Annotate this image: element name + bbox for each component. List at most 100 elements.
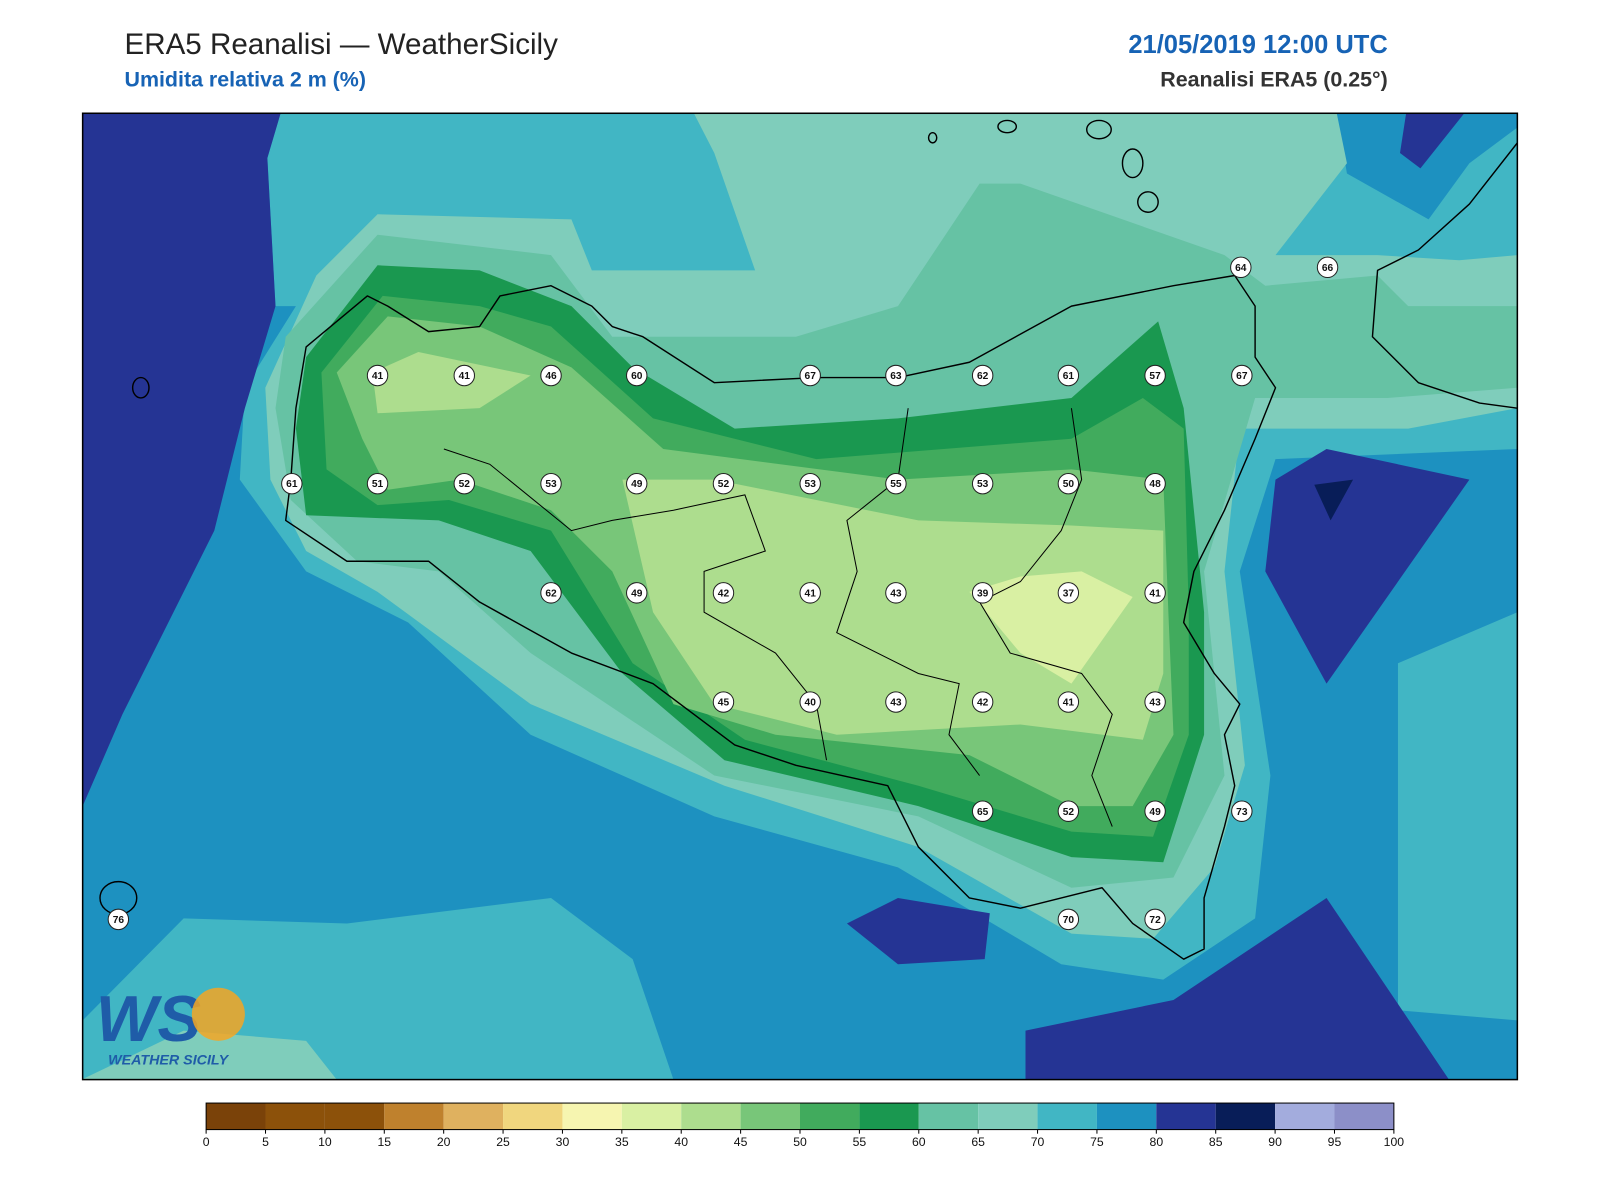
- colorbar-bin: [1334, 1103, 1394, 1130]
- station-marker: [540, 472, 562, 495]
- colorbar-tick-label: 15: [377, 1135, 391, 1149]
- station-marker: [1231, 364, 1253, 387]
- station-value: 41: [372, 371, 384, 382]
- station-marker: [712, 472, 735, 495]
- station: 61: [1057, 364, 1080, 387]
- contour: [1400, 113, 1465, 169]
- colorbar-bin: [859, 1103, 919, 1130]
- station: 57: [1144, 364, 1166, 387]
- station: 51: [366, 472, 389, 495]
- station: 53: [540, 472, 562, 495]
- station-marker: [1144, 364, 1166, 387]
- station-marker: [540, 364, 562, 387]
- station: 43: [1144, 691, 1166, 713]
- station: 49: [626, 472, 648, 495]
- station: 53: [971, 472, 994, 495]
- colorbar-bin: [265, 1103, 325, 1130]
- station-value: 53: [977, 479, 989, 490]
- station-value: 45: [718, 698, 730, 709]
- colorbar-tick-label: 10: [318, 1135, 332, 1149]
- station-value: 70: [1063, 915, 1075, 926]
- station: 42: [971, 691, 994, 713]
- colorbar-tick-label: 45: [734, 1135, 748, 1149]
- station-marker: [799, 472, 821, 495]
- logo-mark: WS: [96, 982, 201, 1055]
- station: 55: [885, 472, 907, 495]
- station-value: 76: [113, 915, 125, 926]
- station-value: 60: [631, 371, 643, 382]
- island: [1121, 148, 1144, 179]
- colorbar-bin: [978, 1103, 1038, 1130]
- colorbar-bin: [800, 1103, 860, 1130]
- island: [131, 376, 150, 399]
- station-value: 53: [805, 479, 817, 490]
- title: ERA5 Reanalisi — WeatherSicily: [124, 28, 558, 61]
- station: 67: [799, 364, 821, 387]
- datetime: 21/05/2019 12:00 UTC: [1128, 31, 1387, 59]
- station: 37: [1057, 582, 1080, 604]
- colorbar-bin: [1037, 1103, 1097, 1130]
- station: 46: [540, 364, 562, 387]
- colorbar-bin: [324, 1103, 385, 1130]
- station-value: 72: [1149, 915, 1161, 926]
- station-marker: [1230, 256, 1252, 279]
- coastline: [1371, 142, 1518, 409]
- station-value: 41: [459, 371, 471, 382]
- colorbar-bin: [443, 1103, 504, 1130]
- contour: [82, 1030, 337, 1080]
- station-value: 50: [1063, 479, 1075, 490]
- colorbar-bin: [1275, 1103, 1335, 1130]
- colorbar-tick-label: 30: [556, 1135, 570, 1149]
- colorbar-tick-label: 25: [496, 1135, 510, 1149]
- colorbar-tick-label: 55: [853, 1135, 867, 1149]
- station: 41: [1057, 691, 1080, 713]
- station-marker: [971, 472, 994, 495]
- station: 53: [799, 472, 821, 495]
- station-value: 49: [631, 588, 643, 599]
- station: 52: [1057, 800, 1080, 822]
- station-marker: [453, 364, 475, 387]
- station-value: 48: [1149, 479, 1161, 490]
- station: 60: [626, 364, 648, 387]
- source: Reanalisi ERA5 (0.25°): [1160, 68, 1387, 92]
- station: 72: [1144, 908, 1166, 931]
- station: 70: [1057, 908, 1080, 931]
- station-value: 67: [805, 371, 817, 382]
- station-marker: [1144, 582, 1166, 604]
- station: 43: [885, 582, 907, 604]
- station-value: 55: [890, 479, 902, 490]
- station-value: 67: [1236, 371, 1248, 382]
- station: 49: [1144, 800, 1166, 822]
- station-marker: [626, 582, 648, 604]
- station-value: 61: [1063, 371, 1075, 382]
- station-marker: [366, 472, 389, 495]
- station-marker: [1144, 472, 1166, 495]
- station-marker: [1144, 691, 1166, 713]
- station: 76: [107, 908, 130, 931]
- station-marker: [1231, 800, 1253, 822]
- station-value: 52: [459, 479, 471, 490]
- contour: [969, 571, 1133, 684]
- station: 66: [1316, 256, 1339, 279]
- colorbar: 0 5 10 15 20 25 30 35 40 45 50 55 60 65 70 75 80 85 90 95 10…: [203, 1102, 1405, 1149]
- station: 41: [453, 364, 475, 387]
- colorbar-tick-label: 65: [971, 1135, 985, 1149]
- station-marker: [799, 691, 821, 713]
- colorbar-tick-label: 20: [437, 1135, 451, 1149]
- station-marker: [885, 364, 907, 387]
- station: 41: [799, 582, 821, 604]
- province-border: [978, 408, 1113, 827]
- colorbar-bin: [1096, 1103, 1157, 1130]
- station-value: 65: [977, 807, 989, 818]
- station-marker: [1316, 256, 1339, 279]
- station-marker: [971, 582, 994, 604]
- province-border: [836, 408, 980, 776]
- station: 52: [712, 472, 735, 495]
- logo: WS WEATHER SICILY: [96, 982, 245, 1068]
- station-value: 53: [545, 479, 557, 490]
- colorbar-bin: [621, 1103, 682, 1130]
- colorbar-tick-label: 100: [1384, 1135, 1405, 1149]
- station-marker: [1144, 800, 1166, 822]
- station-marker: [626, 472, 648, 495]
